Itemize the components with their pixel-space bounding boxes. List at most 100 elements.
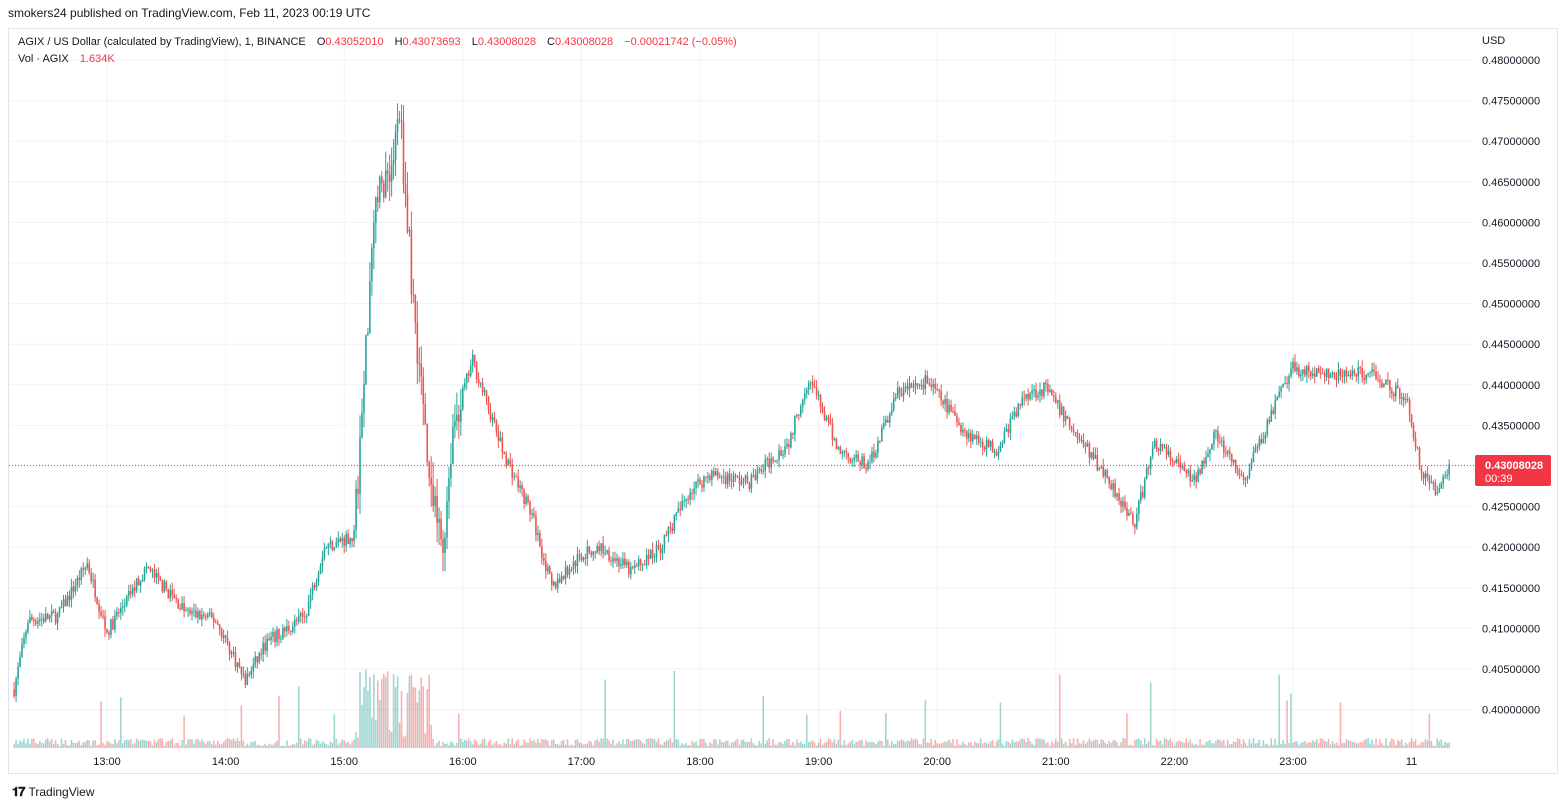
volume-bar [546,740,549,748]
volume-bar [778,742,780,748]
candle-body [1064,415,1067,422]
volume-bar [15,739,17,748]
volume-bar [1139,740,1142,748]
price-tick-label: 0.43500000 [1482,420,1540,432]
candle-body [649,549,652,559]
candle-body [1343,370,1346,377]
candle-body [129,591,132,595]
candle-body [1092,452,1095,459]
candle-body [378,176,381,203]
candle-body [1151,447,1154,457]
candle-body [349,538,351,545]
candle-body [890,410,893,415]
volume-bar [701,738,703,748]
price-tick-label: 0.40500000 [1482,664,1540,676]
volume-bar [1217,739,1219,748]
volume-bar [606,738,608,748]
candle-body [900,393,903,396]
volume-bar [398,722,401,748]
candle-body [1015,412,1018,417]
candle-body [493,417,496,422]
candle-body [803,393,806,400]
volume-bar [1003,745,1006,748]
volume-bar [772,739,774,748]
candle-body [1357,367,1360,377]
candle-body [98,604,100,612]
volume-bar [27,738,29,748]
volume-bar [578,742,581,748]
candle-body [100,611,102,616]
candle-body [578,554,581,556]
volume-bar [1385,738,1387,748]
currency-label[interactable]: USD [1482,35,1505,47]
volume-bar [987,743,990,748]
candle-body [1175,459,1178,464]
symbol-description[interactable]: AGIX / US Dollar (calculated by TradingV… [18,36,306,48]
volume-bar [1185,738,1188,748]
candle-body [272,632,274,637]
candle-body [1327,368,1330,378]
candle-body [203,614,205,617]
candle-body [143,567,146,580]
candle-body [922,384,925,389]
candle-body [1023,397,1025,399]
volume-bar [1098,743,1101,748]
candle-body [529,502,531,515]
candle-body [1430,482,1433,484]
candle-body [201,614,203,620]
candle-body [776,459,778,462]
volume-bar [845,744,848,748]
volume-bar [290,745,292,748]
candle-body [730,480,733,482]
candle-body [716,471,719,478]
footer-brand[interactable]: 𝟏𝟕 TradingView [12,784,95,800]
candle-body [1149,456,1152,469]
candle-body [1047,384,1049,393]
volume-bar [171,738,174,748]
volume-bar [1319,738,1322,748]
volume-bar [331,743,334,748]
candle-body [1106,470,1108,478]
candle-body [94,579,96,598]
volume-bar [574,739,577,748]
volume-bar [70,739,73,748]
volume-bar [863,745,865,748]
chart-frame[interactable] [8,28,1558,774]
volume-bar [1230,743,1233,748]
candle-body [179,608,181,610]
volume-bar [1118,745,1120,748]
volume-bar [1106,744,1108,748]
volume-bar [879,740,881,748]
volume-bar [1298,744,1300,748]
volume-bar [1019,739,1022,748]
candle-body [481,382,484,393]
volume-bar [1015,741,1018,748]
volume-bar [1321,738,1324,748]
volume-bar [722,742,725,748]
candle-body [371,248,373,282]
volume-bar [1250,743,1253,748]
volume-bar [230,739,233,748]
volume-bar [175,742,177,748]
volume-bar [689,745,691,748]
candle-body [1412,425,1415,439]
volume-bar [677,739,680,748]
volume-bar [122,743,124,748]
volume-bar [906,740,909,748]
volume-bar [962,741,964,748]
candle-body [770,458,772,468]
candle-body [282,627,284,639]
brand-name: TradingView [28,785,95,799]
candle-body [1260,438,1263,444]
candle-body [114,615,116,630]
volume-bar [446,743,448,748]
price-axis[interactable]: 0.480000000.475000000.470000000.46500000… [1482,55,1540,717]
volume-bar [533,739,535,748]
candle-body [155,572,158,578]
volume-bar [295,742,298,748]
volume-label[interactable]: Vol · AGIX [18,53,69,65]
time-axis[interactable]: 13:00 14:00 15:00 16:00 17:00 18:00 19:00 20:00… [93,756,1417,768]
volume-bar [908,741,911,748]
volume-bar [384,676,387,748]
